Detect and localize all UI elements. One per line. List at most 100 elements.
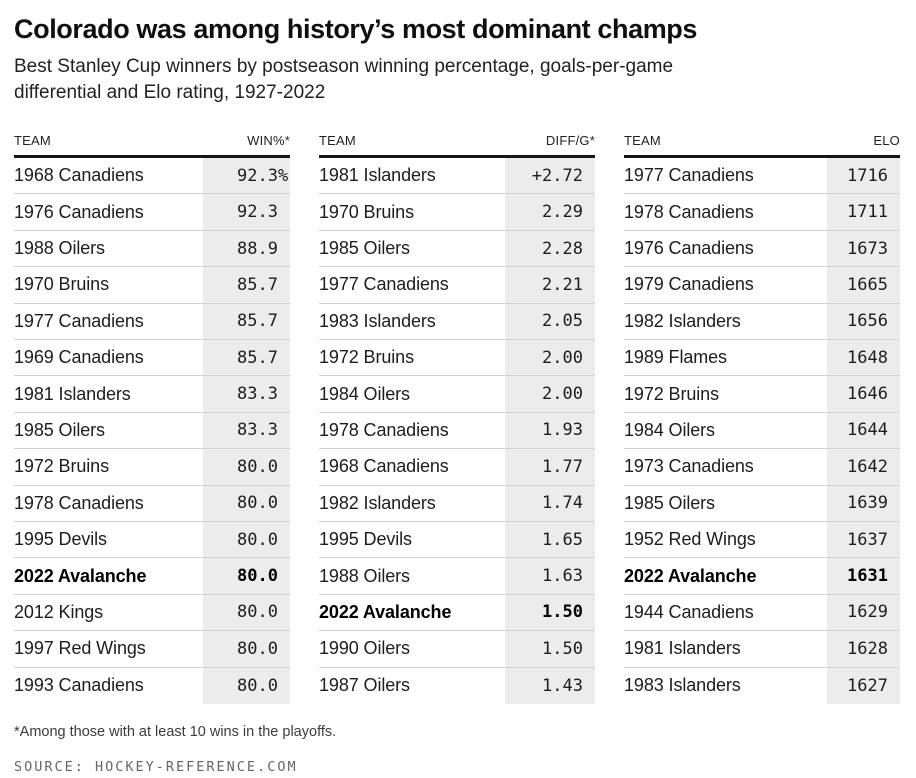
value-number: 1711 (847, 202, 888, 223)
value-number: 2.29 (542, 202, 583, 223)
team-label: 1968 Canadiens (319, 456, 449, 477)
value-number: 1637 (847, 529, 888, 550)
value-cell: 80.0 (203, 449, 290, 485)
team-label: 1973 Canadiens (624, 456, 754, 477)
value-cell: 80.0 (203, 485, 290, 521)
table-row: 1995 Devils 1.65 (319, 521, 595, 559)
chart-title: Colorado was among history’s most domina… (14, 14, 698, 44)
table-row: 1982 Islanders 1.74 (319, 485, 595, 522)
value-cell: 2.05 (505, 303, 595, 339)
value-number: 1716 (847, 165, 888, 186)
team-label: 1979 Canadiens (624, 274, 754, 295)
value-cell: 88.9 (203, 230, 290, 267)
table-header: TEAM ELO (624, 133, 900, 159)
table-diff-per-game: TEAM DIFF/G* 1981 Islanders +2.72 1970 Bru… (319, 133, 595, 704)
team-label: 1990 Oilers (319, 638, 410, 659)
value-cell: 1656 (827, 303, 900, 339)
team-label: 1982 Islanders (319, 492, 436, 513)
team-label: 1978 Canadiens (319, 419, 449, 440)
value-cell: 2.28 (505, 230, 595, 267)
value-cell: 1648 (827, 340, 900, 376)
table-body: 1977 Canadiens 1716 1978 Canadiens 1711 1976… (624, 158, 900, 704)
team-label: 1995 Devils (14, 529, 107, 550)
value-cell: 1.65 (505, 521, 595, 558)
team-label: 1987 Oilers (319, 675, 410, 696)
table-row: 1973 Canadiens 1642 (624, 449, 900, 486)
value-cell: 1.50 (505, 631, 595, 667)
value-number: 1673 (847, 238, 888, 259)
value-cell: 85.7 (203, 267, 290, 303)
team-label: 1977 Canadiens (319, 274, 449, 295)
value-number: 1627 (847, 675, 888, 696)
table-row: 2012 Kings 80.0 (14, 594, 290, 632)
value-number: 80.0 (237, 566, 278, 587)
team-label: 1984 Oilers (319, 383, 410, 404)
table-row: 2022 Avalanche 80.0 (14, 558, 290, 595)
table-elo: TEAM ELO 1977 Canadiens 1716 1978 Canadien… (624, 133, 900, 704)
table-row: 1978 Canadiens 80.0 (14, 485, 290, 522)
team-label: 1968 Canadiens (14, 165, 144, 186)
footnote: *Among those with at least 10 wins in th… (14, 723, 337, 740)
value-number: 83.3 (237, 384, 278, 405)
value-cell: 1.43 (505, 667, 595, 704)
value-number: 1.93 (542, 420, 583, 441)
table-row: 1977 Canadiens 1716 (624, 158, 900, 195)
table-row: 1979 Canadiens 1665 (624, 267, 900, 304)
value-number: 1.63 (542, 566, 583, 587)
table-row: 1968 Canadiens 1.77 (319, 449, 595, 486)
value-cell: 80.0 (203, 558, 290, 594)
table-row: 1970 Bruins 2.29 (319, 194, 595, 231)
value-cell: 80.0 (203, 667, 290, 704)
team-label: 1972 Bruins (14, 456, 109, 477)
team-label: 1981 Islanders (14, 383, 131, 404)
value-cell: 80.0 (203, 521, 290, 558)
value-cell: 1716 (827, 158, 900, 194)
team-label: 2022 Avalanche (624, 565, 757, 586)
team-label: 1985 Oilers (319, 238, 410, 259)
value-number: 1.77 (542, 456, 583, 477)
value-number: 1629 (847, 602, 888, 623)
team-label: 1984 Oilers (624, 419, 715, 440)
value-number: 1.65 (542, 529, 583, 550)
table-row: 1988 Oilers 1.63 (319, 558, 595, 595)
value-cell: 1637 (827, 521, 900, 558)
value-number: 83.3 (237, 420, 278, 441)
team-label: 1981 Islanders (319, 165, 436, 186)
team-label: 1944 Canadiens (624, 601, 754, 622)
value-number: 2.00 (542, 347, 583, 368)
team-label: 1988 Oilers (319, 565, 410, 586)
team-label: 1970 Bruins (319, 201, 414, 222)
chart-subtitle-line2: differential and Elo rating, 1927-2022 (14, 82, 326, 104)
team-label: 1977 Canadiens (14, 310, 144, 331)
value-cell: 1711 (827, 194, 900, 230)
table-row: 1972 Bruins 80.0 (14, 449, 290, 486)
value-cell: 92.3 (203, 194, 290, 230)
table-row: 1983 Islanders 2.05 (319, 303, 595, 340)
team-label: 1993 Canadiens (14, 675, 144, 696)
table-row: 1981 Islanders +2.72 (319, 158, 595, 195)
value-number: 2.28 (542, 238, 583, 259)
table-header: TEAM WIN%* (14, 133, 290, 159)
team-label: 1995 Devils (319, 529, 412, 550)
value-cell: 2.21 (505, 267, 595, 303)
column-header-value: WIN%* (247, 133, 290, 149)
value-number: 1646 (847, 384, 888, 405)
value-number: 92.3 (237, 202, 278, 223)
value-cell: 85.7 (203, 303, 290, 339)
table-row: 1981 Islanders 1628 (624, 631, 900, 668)
value-number: 1.50 (542, 638, 583, 659)
value-number: 1648 (847, 347, 888, 368)
value-number: 80.0 (237, 638, 278, 659)
team-label: 1978 Canadiens (624, 201, 754, 222)
table-row: 1976 Canadiens 92.3 (14, 194, 290, 231)
table-row: 1993 Canadiens 80.0 (14, 667, 290, 704)
value-prefix: + (531, 165, 543, 186)
value-number: 80.0 (237, 456, 278, 477)
value-cell: 1629 (827, 594, 900, 631)
value-cell: 80.0 (203, 594, 290, 631)
team-label: 2022 Avalanche (14, 565, 147, 586)
column-header-value: ELO (873, 133, 900, 149)
table-row: 1989 Flames 1648 (624, 340, 900, 377)
value-number: 88.9 (237, 238, 278, 259)
table-row: 1987 Oilers 1.43 (319, 667, 595, 704)
